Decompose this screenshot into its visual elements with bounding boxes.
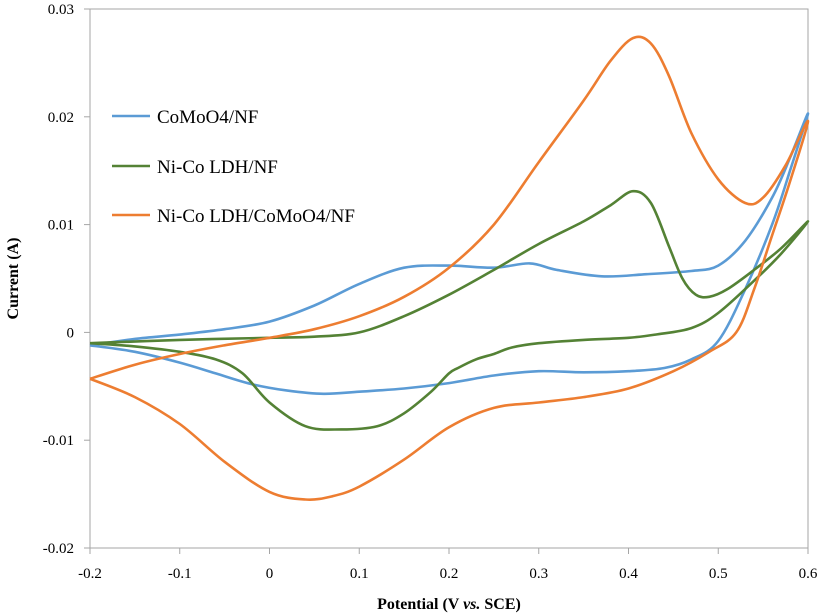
legend: CoMoO4/NF Ni-Co LDH/NF Ni-Co LDH/CoMoO4/NF	[112, 107, 355, 227]
legend-label-2: Ni-Co LDH/NF	[157, 157, 278, 178]
y-tick-label: 0	[67, 325, 75, 341]
x-axis-title-part2: SCE)	[484, 596, 520, 613]
y-tick-label: -0.01	[43, 433, 74, 449]
y-tick-label: -0.02	[43, 541, 74, 557]
x-tick-label: 0	[266, 566, 274, 582]
y-tick-label: 0.03	[48, 2, 74, 18]
legend-label-3: Ni-Co LDH/CoMoO4/NF	[157, 206, 355, 227]
y-tick-label: 0.02	[48, 110, 74, 126]
x-axis-title-italic: vs.	[463, 596, 480, 613]
x-tick-label: 0.6	[799, 566, 818, 582]
legend-label-1: CoMoO4/NF	[157, 107, 258, 128]
x-tick-label: 0.4	[619, 566, 638, 582]
y-axis-ticks: -0.02 -0.01 0 0.01 0.02 0.03	[43, 2, 90, 557]
x-tick-label: -0.1	[168, 566, 192, 582]
x-axis-title: Potential (V vs. SCE)	[377, 596, 521, 613]
x-tick-label: 0.2	[440, 566, 459, 582]
y-axis-title: Current (A)	[5, 238, 22, 320]
x-axis-title-part1: Potential (V	[377, 596, 460, 613]
x-tick-label: -0.2	[78, 566, 102, 582]
series-line-3	[89, 35, 810, 501]
series-line-1	[89, 112, 810, 396]
x-axis-ticks: -0.2 -0.1 0 0.1 0.2 0.3 0.4 0.5 0.6	[78, 548, 818, 582]
x-tick-label: 0.3	[529, 566, 548, 582]
x-tick-label: 0.1	[350, 566, 369, 582]
x-tick-label: 0.5	[709, 566, 728, 582]
y-tick-label: 0.01	[48, 218, 74, 234]
series-group	[89, 35, 810, 501]
